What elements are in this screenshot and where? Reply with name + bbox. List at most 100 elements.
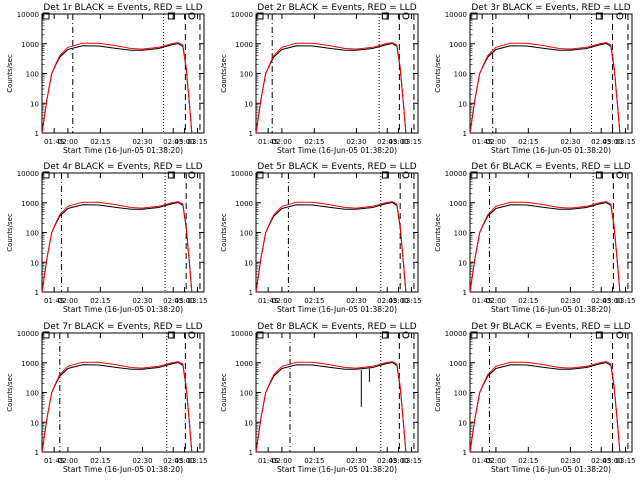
x-tick-label-8-2: 02:15 bbox=[304, 457, 324, 465]
events-line-8 bbox=[255, 361, 407, 453]
y-tick-label-5-0: 1 bbox=[249, 289, 253, 297]
x-tick-label-4-3: 02:30 bbox=[132, 297, 152, 305]
lld-line-5 bbox=[255, 201, 407, 293]
y-tick-label-3-2: 100 bbox=[454, 71, 467, 79]
y-tick-label-2-0: 1 bbox=[249, 130, 253, 138]
y-tick-label-6-0: 1 bbox=[463, 289, 467, 297]
x-tick-label-6-1: 02:00 bbox=[486, 297, 506, 305]
panel-title-6: Det 6r BLACK = Events, RED = LLD bbox=[471, 162, 630, 172]
x-tick-label-7-4: 02:45 bbox=[163, 457, 183, 465]
y-tick-label-9-4: 10000 bbox=[445, 330, 467, 338]
x-axis-title-9: Start Time (16-Jun-05 01:38:20) bbox=[491, 465, 611, 474]
y-tick-label-4-0: 1 bbox=[35, 289, 39, 297]
events-line-2 bbox=[255, 42, 407, 134]
x-tick-label-7-0: 01:45 bbox=[44, 457, 64, 465]
panel-det-7: Det 7r BLACK = Events, RED = LLD 1 10 100 10… bbox=[6, 322, 208, 474]
plot-frame-1 bbox=[41, 13, 205, 134]
y-tick-label-1-1: 10 bbox=[30, 100, 39, 108]
x-tick-label-1-2: 02:15 bbox=[90, 138, 110, 146]
x-tick-label-5-3: 02:30 bbox=[346, 297, 366, 305]
y-tick-label-5-2: 100 bbox=[240, 230, 253, 238]
events-line-1 bbox=[41, 42, 193, 134]
y-axis-title-7: Counts/sec bbox=[6, 373, 14, 412]
x-tick-label-5-2: 02:15 bbox=[304, 297, 324, 305]
events-line-4 bbox=[41, 201, 193, 293]
x-tick-label-1-1: 02:00 bbox=[58, 138, 78, 146]
x-tick-label-3-3: 02:30 bbox=[560, 138, 580, 146]
panel-title-8: Det 8r BLACK = Events, RED = LLD bbox=[257, 322, 416, 332]
x-tick-label-8-4: 02:45 bbox=[377, 457, 397, 465]
plot-frame-4 bbox=[41, 172, 205, 293]
circle-marker-3 bbox=[616, 12, 624, 20]
square-marker-left-4 bbox=[42, 171, 50, 179]
circle-marker-8 bbox=[402, 331, 410, 339]
plot-frame-6 bbox=[469, 172, 633, 293]
x-tick-label-8-3: 02:30 bbox=[346, 457, 366, 465]
x-axis-title-2: Start Time (16-Jun-05 01:38:20) bbox=[277, 146, 397, 155]
x-tick-label-5-5: 03:00 bbox=[388, 297, 408, 305]
panel-det-9: Det 9r BLACK = Events, RED = LLD 1 10 100 10… bbox=[434, 322, 636, 474]
panel-title-5: Det 5r BLACK = Events, RED = LLD bbox=[257, 162, 416, 172]
y-axis-title-2: Counts/sec bbox=[220, 54, 228, 93]
x-tick-label-7-6: 03:15 bbox=[187, 457, 207, 465]
x-tick-label-7-2: 02:15 bbox=[90, 457, 110, 465]
circle-marker-4 bbox=[188, 171, 196, 179]
lld-line-1 bbox=[41, 42, 193, 134]
panel-title-2: Det 2r BLACK = Events, RED = LLD bbox=[257, 3, 416, 13]
square-marker-9 bbox=[595, 331, 603, 339]
y-tick-label-1-4: 10000 bbox=[17, 11, 39, 19]
y-tick-label-8-0: 1 bbox=[249, 449, 253, 457]
square-marker-left-6 bbox=[470, 171, 478, 179]
y-tick-label-8-3: 1000 bbox=[235, 360, 253, 368]
x-tick-label-3-2: 02:15 bbox=[518, 138, 538, 146]
x-tick-label-8-6: 03:15 bbox=[401, 457, 421, 465]
y-axis-title-1: Counts/sec bbox=[6, 54, 14, 93]
x-tick-label-6-3: 02:30 bbox=[560, 297, 580, 305]
y-tick-label-3-3: 1000 bbox=[449, 41, 467, 49]
events-line-9 bbox=[469, 361, 621, 453]
lld-line-9 bbox=[469, 361, 621, 453]
square-marker-left-8 bbox=[256, 331, 264, 339]
x-axis-title-3: Start Time (16-Jun-05 01:38:20) bbox=[491, 146, 611, 155]
x-tick-label-2-3: 02:30 bbox=[346, 138, 366, 146]
y-tick-label-3-1: 10 bbox=[458, 100, 467, 108]
circle-marker-1 bbox=[188, 12, 196, 20]
x-tick-label-1-0: 01:45 bbox=[44, 138, 64, 146]
x-tick-label-9-1: 02:00 bbox=[486, 457, 506, 465]
y-tick-label-7-4: 10000 bbox=[17, 330, 39, 338]
x-tick-label-2-2: 02:15 bbox=[304, 138, 324, 146]
plot-frame-7 bbox=[41, 332, 205, 453]
x-tick-label-4-2: 02:15 bbox=[90, 297, 110, 305]
x-tick-label-5-1: 02:00 bbox=[272, 297, 292, 305]
y-tick-label-3-4: 10000 bbox=[445, 11, 467, 19]
x-tick-label-4-6: 03:15 bbox=[187, 297, 207, 305]
lld-line-4 bbox=[41, 201, 193, 293]
lld-line-3 bbox=[469, 42, 621, 134]
lld-line-7 bbox=[41, 361, 193, 453]
square-marker-8 bbox=[381, 331, 389, 339]
x-tick-label-9-4: 02:45 bbox=[591, 457, 611, 465]
plot-frame-3 bbox=[469, 13, 633, 134]
lld-line-6 bbox=[469, 201, 621, 293]
y-tick-label-5-3: 1000 bbox=[235, 200, 253, 208]
x-tick-label-7-5: 03:00 bbox=[174, 457, 194, 465]
x-tick-label-3-1: 02:00 bbox=[486, 138, 506, 146]
y-axis-title-6: Counts/sec bbox=[434, 213, 442, 252]
panel-det-5: Det 5r BLACK = Events, RED = LLD 1 10 100 10… bbox=[220, 162, 422, 314]
panel-title-1: Det 1r BLACK = Events, RED = LLD bbox=[43, 3, 202, 13]
x-tick-label-8-0: 01:45 bbox=[258, 457, 278, 465]
x-tick-label-1-3: 02:30 bbox=[132, 138, 152, 146]
square-marker-6 bbox=[595, 171, 603, 179]
circle-marker-7 bbox=[188, 331, 196, 339]
square-marker-left-9 bbox=[470, 331, 478, 339]
x-tick-label-3-0: 01:45 bbox=[472, 138, 492, 146]
y-axis-title-8: Counts/sec bbox=[220, 373, 228, 412]
square-marker-left-3 bbox=[470, 12, 478, 20]
panel-title-3: Det 3r BLACK = Events, RED = LLD bbox=[471, 3, 630, 13]
x-tick-label-4-0: 01:45 bbox=[44, 297, 64, 305]
y-tick-label-4-2: 100 bbox=[26, 230, 39, 238]
y-tick-label-9-3: 1000 bbox=[449, 360, 467, 368]
square-marker-5 bbox=[381, 171, 389, 179]
plot-frame-5 bbox=[255, 172, 419, 293]
square-marker-left-2 bbox=[256, 12, 264, 20]
